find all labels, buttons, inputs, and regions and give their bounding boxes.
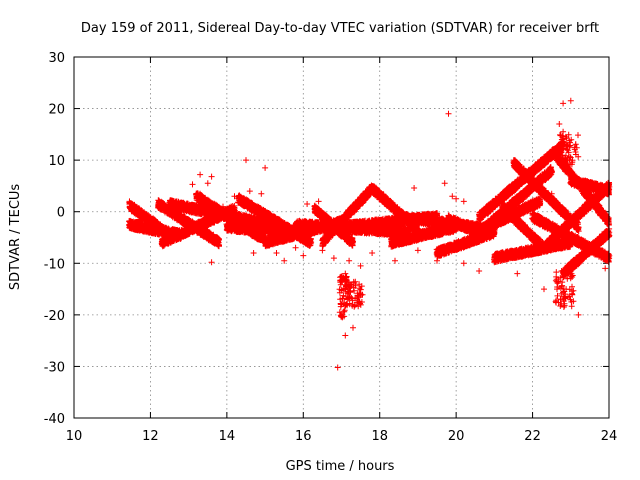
- axis-ticks: 10 12 14 16 18 20 22 24 30 20 10 0 -10 -20 -30 -40: [44, 51, 618, 444]
- x-tick-label: 24: [601, 429, 618, 444]
- y-axis-label: SDTVAR / TECUs: [8, 184, 23, 291]
- y-tick-label: 0: [57, 206, 65, 221]
- x-tick-label: 16: [295, 429, 312, 444]
- x-tick-label: 20: [448, 429, 465, 444]
- y-tick-label: 30: [48, 51, 65, 66]
- x-tick-label: 14: [219, 429, 236, 444]
- chart-title: Day 159 of 2011, Sidereal Day-to-day VTE…: [81, 21, 599, 36]
- y-tick-label: 20: [48, 103, 65, 118]
- x-tick-label: 10: [66, 429, 83, 444]
- series-0-points: [126, 97, 613, 371]
- x-axis-label: GPS time / hours: [286, 459, 395, 474]
- x-tick-label: 18: [371, 429, 388, 444]
- y-tick-label: -10: [44, 257, 65, 272]
- y-tick-label: -20: [44, 309, 65, 324]
- y-tick-label: -30: [44, 360, 65, 375]
- y-tick-label: -40: [44, 412, 65, 427]
- x-tick-label: 12: [142, 429, 159, 444]
- y-tick-label: 10: [48, 154, 65, 169]
- data-points: [126, 97, 613, 371]
- plot-frame: [73, 56, 610, 419]
- x-tick-label: 22: [524, 429, 541, 444]
